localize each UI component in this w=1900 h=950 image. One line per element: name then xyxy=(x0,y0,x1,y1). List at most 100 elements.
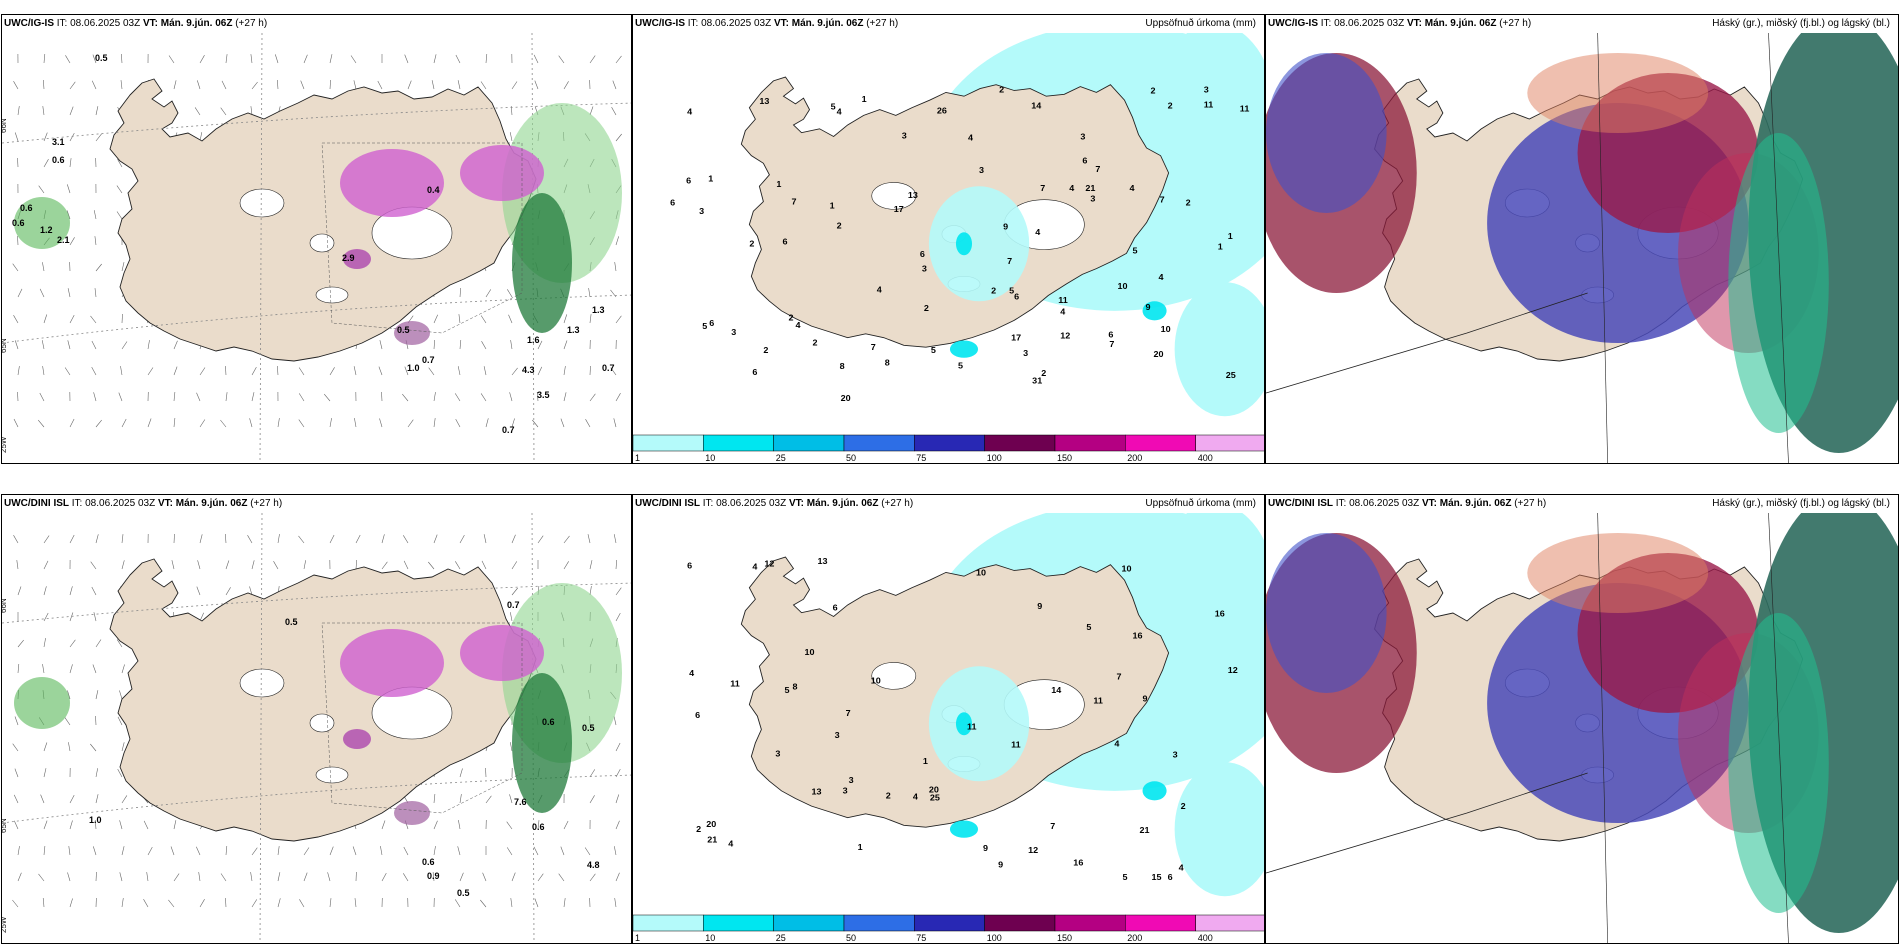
precip-value: 3 xyxy=(902,131,907,141)
precip-value: 10 xyxy=(1117,281,1127,291)
precip-value: 10 xyxy=(871,676,881,686)
wind-barb xyxy=(42,262,45,272)
wind-barb xyxy=(42,897,45,908)
wind-barb xyxy=(403,846,409,856)
precip-value: 1 xyxy=(708,174,713,184)
wind-barb xyxy=(17,391,19,402)
precip-value: 21 xyxy=(707,835,717,845)
wind-barb xyxy=(511,367,518,376)
map-canvas[interactable] xyxy=(1266,33,1899,464)
wind-barb xyxy=(457,366,461,376)
precip-value: 13 xyxy=(759,96,769,106)
wind-barb xyxy=(121,262,125,272)
grid-line xyxy=(1597,513,1608,943)
wind-barb xyxy=(329,534,335,544)
value-label: 0.5 xyxy=(95,53,108,63)
wind-barb xyxy=(173,340,178,350)
wind-barb xyxy=(480,81,487,90)
precip-value: 14 xyxy=(1051,685,1061,695)
precip-value: 8 xyxy=(840,361,845,371)
map-canvas[interactable]: 66N65N20W15W25W0.53.10.60.60.61.22.12.90… xyxy=(2,33,632,464)
precip-value: 1 xyxy=(776,179,781,189)
wind-barb xyxy=(277,79,279,90)
grid-line xyxy=(1768,33,1789,463)
panel-title: Uppsöfnuð úrkoma (mm) xyxy=(1145,18,1256,29)
precip-value: 1 xyxy=(923,756,928,766)
value-label: 1.3 xyxy=(567,325,580,335)
wind-barb xyxy=(43,159,49,168)
wind-barb xyxy=(615,872,620,882)
wind-barb xyxy=(485,53,488,64)
mixed-precip-area xyxy=(460,625,544,681)
precip-value: 3 xyxy=(979,165,984,175)
wind-barb xyxy=(510,340,513,350)
cloud-edge-area xyxy=(1728,133,1829,433)
wind-barb xyxy=(533,846,539,856)
map-canvas[interactable] xyxy=(1266,513,1899,944)
precip-value: 11 xyxy=(730,679,740,689)
value-label: 0.9 xyxy=(427,871,440,881)
wind-barb xyxy=(614,846,617,856)
precip-value: 4 xyxy=(1060,307,1065,317)
map-canvas[interactable]: 66N65N20W15W25W0.50.71.00.60.90.50.50.67… xyxy=(2,513,632,944)
precip-value: 7 xyxy=(846,708,851,718)
precip-10-25-area xyxy=(949,820,979,838)
precip-value: 4 xyxy=(877,285,882,295)
precip-value: 17 xyxy=(1011,333,1021,343)
wind-barb xyxy=(485,795,492,804)
wind-barb xyxy=(510,612,513,622)
wind-barb xyxy=(40,794,45,804)
precip-value: 5 xyxy=(1132,246,1137,256)
wind-barb xyxy=(12,743,19,752)
wind-barb xyxy=(43,79,45,90)
wind-barb xyxy=(95,133,102,142)
wind-barb xyxy=(14,820,19,830)
precip-value: 11 xyxy=(1058,295,1068,305)
wind-barb xyxy=(615,587,622,596)
low-cloud-area xyxy=(1266,533,1387,693)
precip-value: 13 xyxy=(908,190,918,200)
wind-barb xyxy=(43,638,46,648)
precip-value: 1 xyxy=(858,842,863,852)
value-label: 0.7 xyxy=(507,600,520,610)
wind-barb xyxy=(613,716,617,726)
wind-barb xyxy=(91,366,97,376)
wind-barb xyxy=(403,535,409,544)
wind-barb xyxy=(428,367,435,376)
wind-barb xyxy=(563,392,567,402)
precip-value: 4 xyxy=(1159,272,1164,282)
wind-barb xyxy=(589,314,592,324)
wind-barb xyxy=(221,80,227,90)
wind-barb xyxy=(509,794,513,804)
wind-barb xyxy=(95,690,99,700)
longitude-line xyxy=(259,33,263,463)
wind-barb xyxy=(506,821,513,830)
wind-barb xyxy=(250,106,253,116)
glacier-langjokull xyxy=(239,668,285,698)
mixed-precip-area xyxy=(394,801,430,825)
wind-barb xyxy=(121,898,124,908)
wind-barb xyxy=(431,80,435,90)
precip-value: 2 xyxy=(788,313,793,323)
precip-value: 2 xyxy=(1041,368,1046,378)
wind-barb xyxy=(355,534,361,544)
value-label: 0.4 xyxy=(427,185,440,195)
wind-barb xyxy=(507,289,513,298)
panel-header: UWC/DINI ISL IT: 08.06.2025 03Z VT: Mán.… xyxy=(1268,498,1547,509)
wind-barb xyxy=(199,367,206,376)
precip-value: 9 xyxy=(1037,601,1042,611)
wind-barb xyxy=(43,845,46,856)
wind-barb xyxy=(563,898,566,908)
wind-barb xyxy=(225,365,227,376)
precip-10-25-area xyxy=(1142,781,1167,801)
wind-barb xyxy=(251,392,255,402)
precip-value: 7 xyxy=(1050,821,1055,831)
colorbar-tick: 25 xyxy=(776,453,786,463)
colorbar-tick: 150 xyxy=(1057,933,1072,943)
wind-barb xyxy=(168,55,175,64)
wind-barb xyxy=(534,898,539,908)
precip-value: 9 xyxy=(1003,222,1008,232)
wind-barb xyxy=(560,418,565,428)
